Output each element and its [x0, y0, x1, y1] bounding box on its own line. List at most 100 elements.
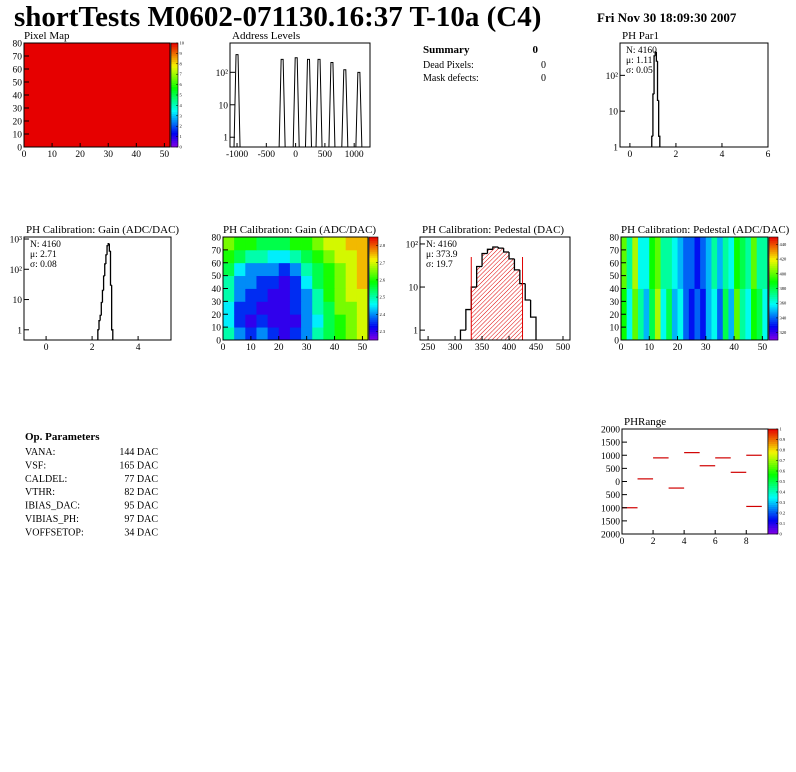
x-tick-label: 50 — [160, 150, 170, 160]
x-tick-label: 300 — [448, 343, 463, 353]
fit-hatch — [471, 287, 477, 340]
y-tick-label: 30 — [212, 298, 222, 308]
colorbar-strip — [171, 113, 178, 117]
colorbar-strip — [769, 274, 778, 277]
colorbar-strip — [769, 296, 778, 300]
heat-cell — [323, 275, 335, 289]
hist-bin — [107, 243, 110, 246]
y-tick-label: 30 — [610, 298, 620, 308]
heat-cell — [256, 237, 269, 251]
heat-cell — [345, 301, 358, 315]
hist-bin — [486, 248, 493, 254]
colorbar-label: 8 — [180, 61, 183, 66]
heat-cell — [666, 288, 673, 340]
colorbar-strip — [171, 132, 178, 135]
colorbar-strip — [171, 124, 178, 127]
colorbar-strip — [769, 288, 778, 291]
colorbar-strip — [769, 278, 778, 281]
heat-cell — [301, 249, 313, 264]
y-tick-label: 0 — [17, 144, 22, 154]
colorbar-strip — [171, 119, 178, 123]
colorbar-strip — [768, 485, 778, 489]
colorbar-strip — [769, 276, 778, 279]
colorbar-strip — [769, 300, 778, 304]
heat-cell — [688, 237, 695, 289]
heat-cell — [312, 262, 324, 277]
heat-cell — [654, 237, 661, 289]
stat-text: N: 4160 — [30, 240, 61, 250]
stat-text: N: 4160 — [426, 240, 457, 250]
x-tick-label: 40 — [132, 150, 142, 160]
x-tick-label: 350 — [475, 343, 490, 353]
colorbar-strip — [369, 304, 378, 308]
colorbar-strip — [768, 466, 778, 470]
x-tick-label: 40 — [330, 343, 340, 353]
heat-cell — [267, 262, 280, 277]
colorbar-strip — [171, 47, 178, 50]
colorbar-strip — [768, 496, 778, 499]
colorbar-strip — [769, 261, 778, 265]
heat-cell — [223, 237, 235, 251]
colorbar-strip — [369, 241, 378, 244]
hist-bin — [658, 100, 661, 147]
colorbar-label: 5 — [180, 93, 183, 98]
heat-cell — [323, 314, 335, 328]
colorbar-strip — [769, 302, 778, 306]
colorbar-strip — [769, 286, 778, 289]
heat-cell — [334, 237, 347, 251]
colorbar-strip — [768, 510, 778, 514]
heat-cell — [745, 237, 752, 289]
colorbar-strip — [768, 443, 778, 447]
y-tick-label: 20 — [610, 311, 620, 321]
op-name: VOFFSETOP: — [25, 527, 84, 538]
summary: Summary 0 — [423, 44, 539, 56]
colorbar-label: 2.8 — [380, 243, 386, 248]
x-tick-label: 2 — [651, 537, 656, 547]
colorbar-strip — [171, 51, 178, 54]
heat-cell — [739, 288, 746, 340]
hist-bin — [109, 251, 112, 286]
colorbar-strip — [768, 447, 778, 451]
y-tick-label: 10² — [10, 266, 23, 276]
heat-cell — [356, 327, 368, 340]
heat-cell — [632, 288, 639, 340]
op-value: 77 DAC — [124, 474, 158, 485]
heat-cell — [223, 327, 235, 340]
colorbar-strip — [769, 251, 778, 254]
colorbar-strip — [171, 63, 178, 67]
colorbar-strip — [768, 521, 778, 524]
heat-cell — [323, 237, 335, 251]
hist-bin — [497, 246, 504, 249]
colorbar-strip — [171, 76, 178, 79]
heat-cell — [234, 275, 246, 289]
y-tick-label: 80 — [212, 234, 222, 244]
heat-cell — [289, 327, 302, 340]
heat-cell — [734, 288, 741, 340]
heat-cell — [289, 237, 302, 251]
y-tick-label: 40 — [610, 285, 620, 295]
summary-title: Summary — [423, 44, 470, 56]
x-tick-label: 250 — [421, 343, 436, 353]
y-tick-label: 50 — [610, 272, 620, 282]
colorbar-strip — [171, 88, 178, 92]
y-tick-label: 10³ — [10, 236, 23, 246]
heat-cell — [223, 301, 235, 315]
stat-text: σ: 0.08 — [30, 260, 57, 270]
y-tick-label: 1 — [413, 327, 418, 337]
colorbar-strip — [769, 272, 778, 275]
heat-cell — [256, 249, 269, 264]
peak — [328, 62, 336, 147]
colorbar-strip — [369, 290, 378, 293]
colorbar-strip — [768, 452, 778, 455]
heat-cell — [666, 237, 673, 289]
heat-cell — [643, 237, 650, 289]
colorbar-frame — [368, 236, 379, 341]
y-tick-label: 60 — [13, 66, 23, 76]
y-tick-label: 1000 — [601, 452, 620, 462]
colorbar-strip — [768, 504, 778, 507]
colorbar-strip — [768, 487, 778, 491]
heat-cell — [711, 288, 718, 340]
heat-cell — [289, 249, 302, 264]
colorbar-label: 420 — [780, 257, 788, 262]
